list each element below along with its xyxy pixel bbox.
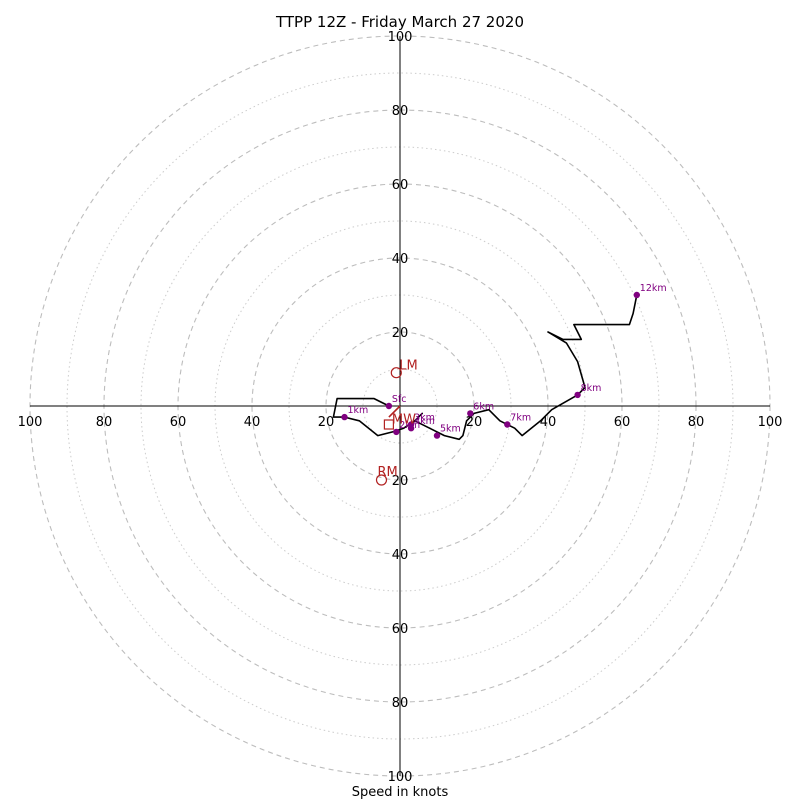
chart-title: TTPP 12Z - Friday March 27 2020 [275,13,524,31]
x-tick-left-40: 40 [244,415,261,430]
height-marker-1km [341,413,348,421]
x-tick-right-20: 20 [466,415,483,430]
mean-wind-marker [383,419,394,430]
right-mover-marker [375,474,388,486]
x-axis-label: Speed in knots [352,785,449,800]
right-mover-label: RM [378,465,398,480]
tick-labels: 20 20 20 20 40 40 40 40 60 60 60 60 80 80 80 80 100 100 10… [18,30,783,785]
hodograph-trace [332,294,638,441]
x-tick-left-80: 80 [96,415,113,430]
y-tick-up-40: 40 [392,252,409,267]
height-label-6km: 6km [473,401,494,412]
x-tick-left-20: 20 [318,415,335,430]
mean-wind-label: MW [392,413,416,428]
height-label-7km: 7km [510,413,531,424]
height-marker-sfc [385,402,393,410]
height-label-5km: 5km [440,424,461,435]
y-tick-down-80: 80 [392,696,409,711]
y-tick-down-20: 20 [392,474,409,489]
y-tick-up-80: 80 [392,104,409,119]
left-mover-marker [390,367,402,379]
height-label-8km: 8km [581,383,602,394]
height-marker-2km [393,428,400,436]
y-tick-up-20: 20 [392,326,409,341]
left-mover-label: LM [399,359,417,374]
x-tick-left-60: 60 [170,415,187,430]
y-tick-up-100: 100 [388,30,413,45]
y-tick-down-40: 40 [392,548,409,563]
y-tick-down-100: 100 [388,770,413,785]
height-marker-12km [633,291,640,299]
height-marker-7km [504,421,511,428]
storm-motion-markers: LM RM MW [375,359,418,486]
x-tick-left-100: 100 [18,415,43,430]
height-label-12km: 12km [640,283,667,294]
hodograph-trace-group [332,294,638,441]
x-tick-right-100: 100 [758,415,783,430]
height-marker-5km [433,432,441,439]
height-label-1km: 1km [348,405,369,416]
height-marker-8km [574,391,581,399]
x-tick-right-60: 60 [614,415,631,430]
height-label-3km: 3km [414,413,435,424]
x-tick-right-40: 40 [540,415,557,430]
y-tick-down-60: 60 [392,622,409,637]
height-markers: Sfc1km2km3km4km5km6km7km8km12km [341,283,667,439]
height-label-sfc: Sfc [392,394,407,405]
x-tick-right-80: 80 [688,415,705,430]
height-marker-6km [467,410,474,417]
height-label-4km: 4km [414,416,435,427]
height-marker-4km [407,425,415,432]
storm-motion-vector [388,405,401,418]
y-tick-up-60: 60 [392,178,409,193]
